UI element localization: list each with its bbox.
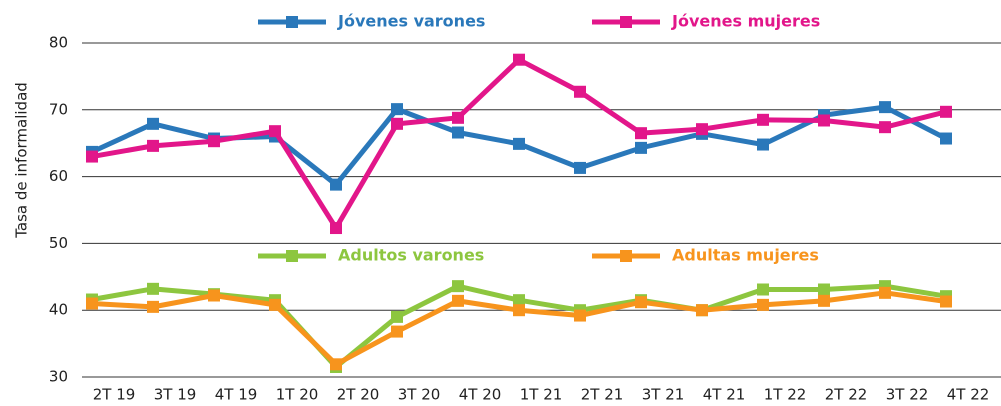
point-marker <box>330 178 342 191</box>
x-tick-label: 2T 21 <box>581 386 624 404</box>
point-marker <box>269 298 281 311</box>
y-tick-label: 60 <box>49 167 68 185</box>
point-marker <box>879 286 891 299</box>
point-marker <box>86 297 98 310</box>
point-marker <box>391 325 403 338</box>
point-marker <box>269 125 281 138</box>
point-marker <box>147 282 159 295</box>
point-marker <box>391 117 403 130</box>
point-marker <box>818 283 830 296</box>
x-tick-label: 4T 19 <box>215 386 258 404</box>
x-tick-label: 4T 21 <box>703 386 746 404</box>
point-marker <box>574 161 586 174</box>
point-marker <box>574 309 586 322</box>
point-marker <box>879 121 891 134</box>
x-tick-label: 3T 21 <box>642 386 685 404</box>
point-marker <box>513 137 525 150</box>
point-marker <box>147 117 159 130</box>
point-marker <box>818 294 830 307</box>
point-marker <box>147 300 159 313</box>
point-marker <box>574 85 586 98</box>
point-marker <box>208 135 220 148</box>
x-tick-label: 2T 22 <box>825 386 868 404</box>
point-marker <box>147 139 159 152</box>
point-marker <box>757 113 769 126</box>
point-marker <box>513 294 525 307</box>
x-tick-label: 1T 20 <box>276 386 319 404</box>
point-marker <box>940 132 952 145</box>
legend-label: Jóvenes mujeres <box>671 12 820 31</box>
point-marker <box>757 298 769 311</box>
legend-marker <box>286 250 298 262</box>
x-tick-label: 2T 19 <box>93 386 136 404</box>
y-tick-label: 50 <box>49 234 68 252</box>
point-marker <box>452 294 464 307</box>
legend-marker <box>286 16 298 28</box>
x-tick-label: 2T 20 <box>337 386 380 404</box>
legend-label: Jóvenes varones <box>337 12 485 31</box>
legend-marker <box>620 250 632 262</box>
point-marker <box>208 289 220 302</box>
point-marker <box>330 222 342 235</box>
point-marker <box>86 150 98 163</box>
point-marker <box>940 295 952 308</box>
point-marker <box>696 123 708 136</box>
point-marker <box>757 283 769 296</box>
point-marker <box>757 138 769 151</box>
point-marker <box>513 53 525 66</box>
point-marker <box>513 304 525 317</box>
x-tick-label: 3T 22 <box>886 386 929 404</box>
point-marker <box>879 101 891 114</box>
y-tick-label: 30 <box>49 368 68 386</box>
point-marker <box>635 127 647 140</box>
legend-label: Adultas mujeres <box>672 246 819 265</box>
point-marker <box>452 280 464 293</box>
point-marker <box>452 126 464 139</box>
x-tick-label: 3T 20 <box>398 386 441 404</box>
point-marker <box>452 111 464 124</box>
point-marker <box>940 105 952 118</box>
x-tick-label: 1T 22 <box>764 386 807 404</box>
point-marker <box>391 310 403 323</box>
point-marker <box>330 358 342 371</box>
y-tick-label: 80 <box>49 34 68 52</box>
legend-label: Adultos varones <box>338 246 484 265</box>
point-marker <box>696 304 708 317</box>
x-tick-label: 3T 19 <box>154 386 197 404</box>
point-marker <box>635 296 647 309</box>
x-tick-label: 4T 20 <box>459 386 502 404</box>
point-marker <box>818 114 830 127</box>
y-axis-label: Tasa de informalidad <box>13 82 31 239</box>
point-marker <box>635 141 647 154</box>
y-tick-label: 70 <box>49 100 68 118</box>
legend-marker <box>620 16 632 28</box>
x-tick-label: 4T 22 <box>947 386 990 404</box>
y-tick-label: 40 <box>49 301 68 319</box>
x-tick-label: 1T 21 <box>520 386 563 404</box>
point-marker <box>391 103 403 116</box>
